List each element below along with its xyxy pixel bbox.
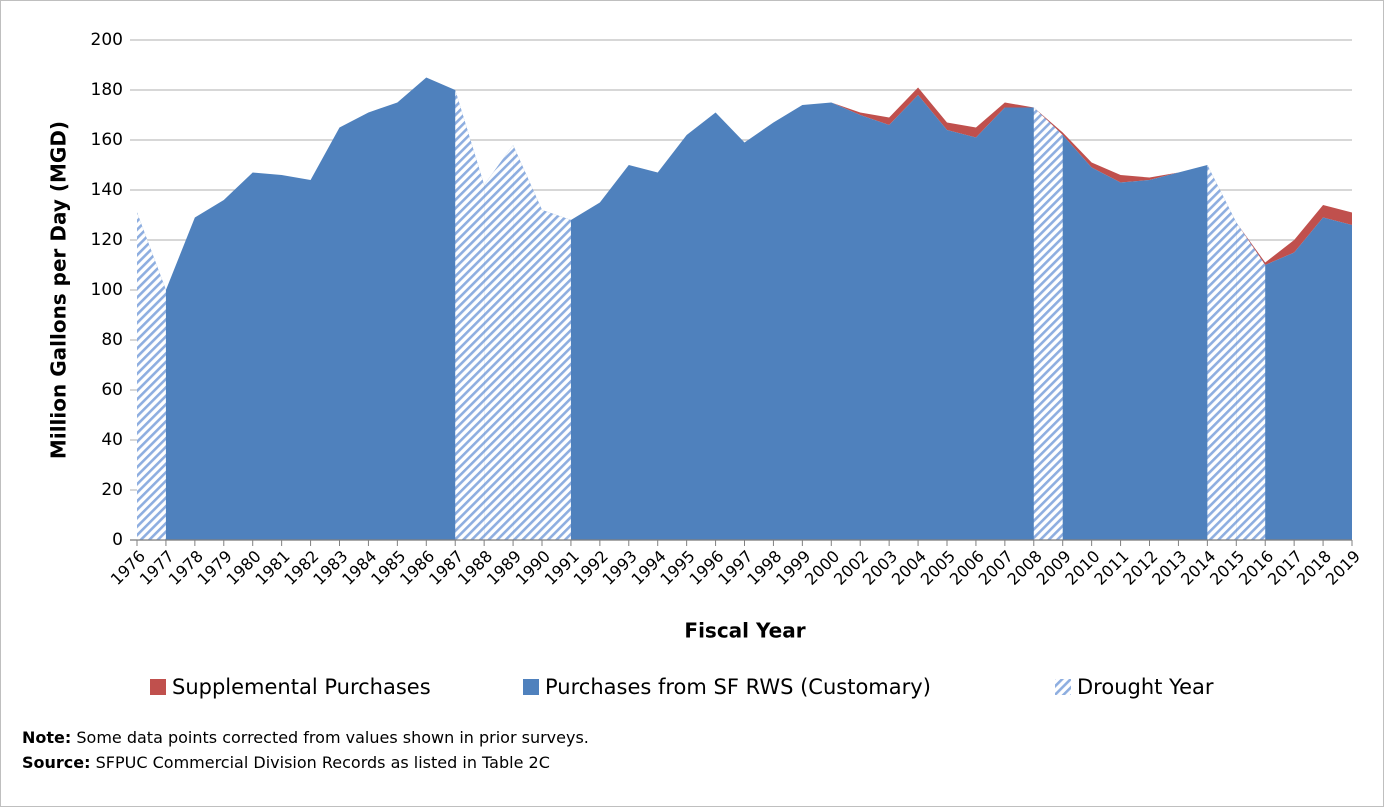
- note-label: Note:: [22, 728, 71, 747]
- drought-area: [1236, 222, 1266, 540]
- y-tick-label: 140: [91, 180, 123, 200]
- x-axis-title: Fiscal Year: [684, 619, 805, 643]
- y-tick-label: 20: [101, 480, 123, 500]
- legend-swatch: [150, 679, 166, 695]
- legend-swatch: [523, 679, 539, 695]
- drought-area: [513, 145, 542, 540]
- legend-label: Drought Year: [1077, 675, 1214, 699]
- drought-area: [484, 145, 514, 540]
- drought-area: [1033, 107, 1063, 540]
- y-tick-label: 120: [91, 230, 123, 250]
- note: Note: Some data points corrected from va…: [22, 728, 589, 747]
- drought-area: [455, 90, 485, 540]
- source-label: Source:: [22, 753, 91, 772]
- y-axis-title: Million Gallons per Day (MGD): [47, 121, 71, 459]
- note-text: Some data points corrected from values s…: [76, 728, 589, 747]
- source-text: SFPUC Commercial Division Records as lis…: [96, 753, 550, 772]
- y-tick-label: 100: [91, 280, 123, 300]
- legend-swatch: [1055, 679, 1071, 695]
- source: Source: SFPUC Commercial Division Record…: [22, 753, 550, 772]
- y-tick-label: 200: [91, 30, 123, 50]
- drought-area: [1207, 165, 1237, 540]
- legend-label: Supplemental Purchases: [172, 675, 431, 699]
- drought-area: [137, 212, 166, 540]
- y-tick-label: 80: [101, 330, 123, 350]
- y-tick-label: 0: [112, 530, 123, 550]
- drought-area: [542, 210, 571, 540]
- legend-label: Purchases from SF RWS (Customary): [545, 675, 931, 699]
- y-tick-label: 160: [91, 130, 123, 150]
- y-tick-label: 60: [101, 380, 123, 400]
- y-tick-label: 40: [101, 430, 123, 450]
- y-tick-label: 180: [91, 80, 123, 100]
